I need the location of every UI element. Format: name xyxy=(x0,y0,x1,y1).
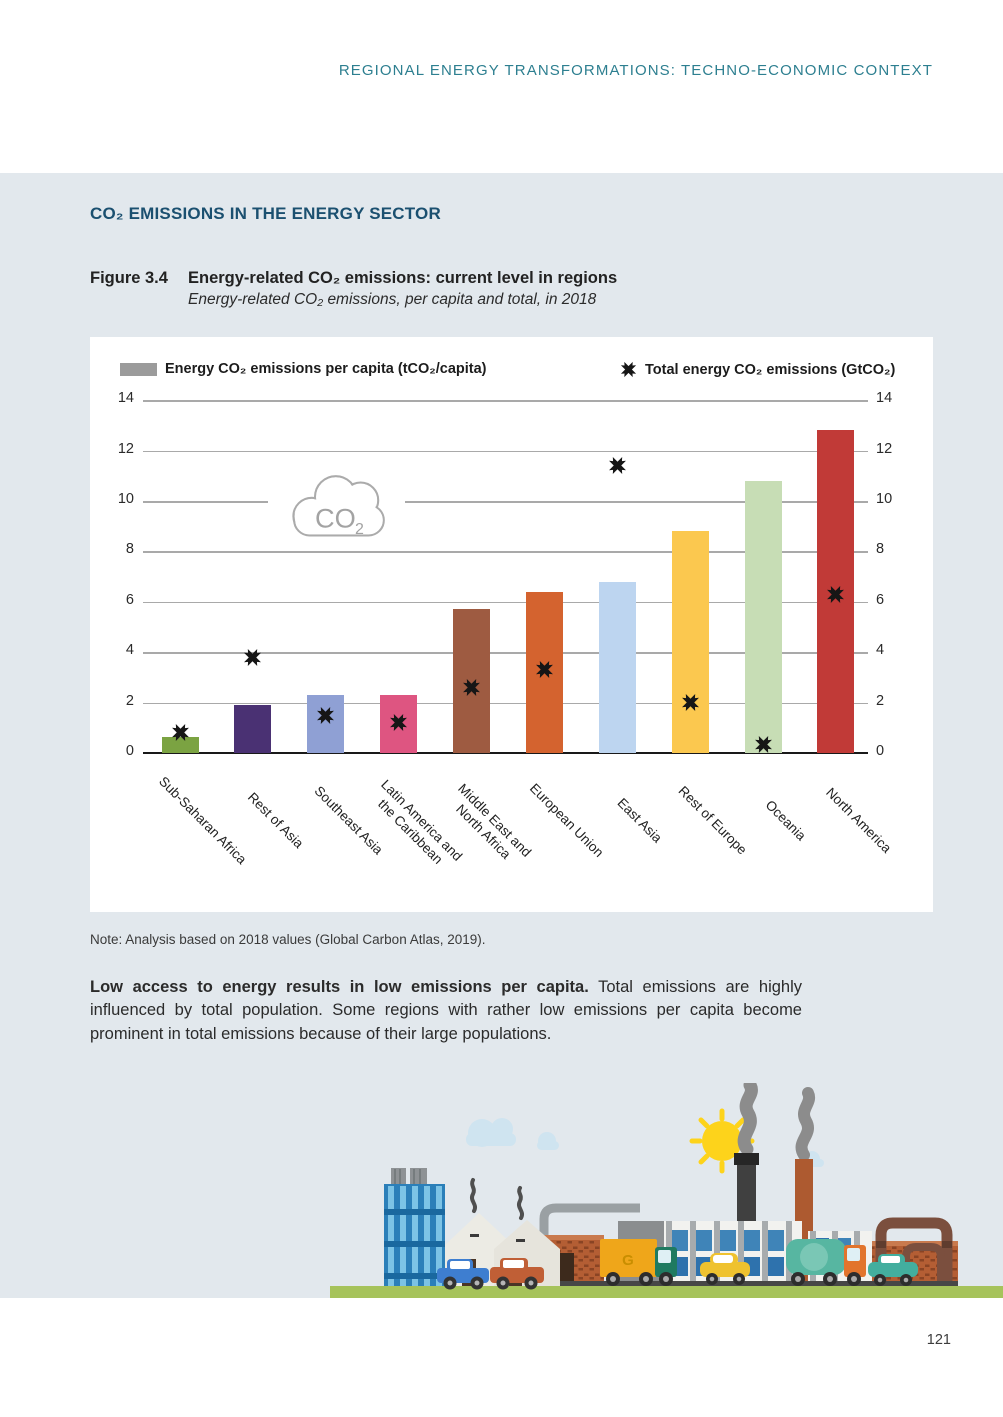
yellow-car xyxy=(700,1253,750,1285)
cloud-co2-sub: 2 xyxy=(355,521,364,538)
x-marker xyxy=(389,713,408,732)
legend-label-total: Total energy CO₂ emissions (GtCO₂) xyxy=(645,361,896,378)
bar-oceania xyxy=(744,480,782,753)
gridline xyxy=(143,702,868,705)
y-axis-tick-right: 10 xyxy=(876,491,893,507)
gridline xyxy=(143,400,868,402)
grass-strip xyxy=(330,1286,1003,1298)
y-axis-tick-left: 0 xyxy=(125,743,134,759)
x-marker xyxy=(681,693,700,712)
bar-east-asia xyxy=(598,581,636,753)
city-factory-illustration: G xyxy=(330,1083,1003,1298)
office-tower xyxy=(384,1168,445,1288)
y-axis-tick-right: 0 xyxy=(876,743,885,759)
x-marker xyxy=(754,735,773,754)
x-marker xyxy=(243,648,262,667)
figure-caption: Figure 3.4 Energy-related CO₂ emissions:… xyxy=(90,269,617,309)
figure-caption-body: Energy-related CO₂ emissions: current le… xyxy=(188,269,617,309)
x-marker-icon xyxy=(620,361,637,378)
y-axis-tick-left: 4 xyxy=(125,642,134,659)
gridline xyxy=(143,551,868,553)
figure-title: Energy-related CO₂ emissions: current le… xyxy=(188,269,618,287)
gridline xyxy=(143,652,868,654)
category-label: Rest of Europe xyxy=(675,783,750,858)
teal-car xyxy=(868,1254,918,1286)
yellow-truck: G xyxy=(600,1239,677,1286)
body-paragraph: Low access to energy results in low emis… xyxy=(90,976,802,1046)
house-smoke xyxy=(470,1178,524,1220)
category-label: European Union xyxy=(527,780,607,861)
y-axis-tick-left: 8 xyxy=(125,541,134,558)
legend-item-per-capita: Energy CO₂ emissions per capita (tCO₂/ca… xyxy=(120,361,487,377)
y-axis-tick-left: 10 xyxy=(117,491,134,507)
bar-swatch-icon xyxy=(120,362,157,376)
tank-truck xyxy=(786,1239,866,1286)
category-label: East Asia xyxy=(614,795,666,846)
x-axis-line xyxy=(143,752,868,754)
body-lead: Low access to energy results in low emis… xyxy=(90,978,589,996)
bar-rest-of-europe xyxy=(671,531,709,753)
legend-label-per-capita: Energy CO₂ emissions per capita (tCO₂/ca… xyxy=(165,361,487,377)
x-marker xyxy=(171,723,190,742)
section-title: CO₂ EMISSIONS IN THE ENERGY SECTOR xyxy=(90,204,441,223)
gridline xyxy=(143,501,268,503)
y-axis-tick-left: 12 xyxy=(117,440,134,457)
bar-southeast-asia xyxy=(307,695,345,753)
gray-pipe xyxy=(539,1203,640,1281)
y-axis-tick-right: 2 xyxy=(876,692,885,709)
category-label: Latin America and the Caribbean xyxy=(375,776,465,867)
x-marker xyxy=(316,706,335,725)
legend-item-total: Total energy CO₂ emissions (GtCO₂) xyxy=(620,361,895,378)
body-rest: Total emissions are highly influenced by… xyxy=(90,978,802,1043)
category-label: Oceania xyxy=(762,797,809,844)
bar-rest-of-asia xyxy=(234,705,272,753)
x-marker xyxy=(535,660,554,679)
content-panel: CO₂ EMISSIONS IN THE ENERGY SECTOR Figur… xyxy=(0,173,1003,1298)
bar-middle-east-and-north-africa xyxy=(453,609,491,753)
y-axis-tick-right: 4 xyxy=(876,642,885,659)
gridline xyxy=(143,450,868,453)
pipe-joints xyxy=(876,1241,952,1248)
brown-pipes xyxy=(875,1217,953,1281)
y-axis-tick-left: 6 xyxy=(125,591,134,608)
figure-subtitle: Energy-related CO₂ emissions, per capita… xyxy=(188,291,597,308)
x-marker xyxy=(608,456,627,475)
chimney-dark-cap xyxy=(734,1153,759,1165)
cloud-icons xyxy=(466,1118,824,1167)
x-marker xyxy=(826,585,845,604)
y-axis-tick-right: 8 xyxy=(876,541,885,558)
truck-logo-text: G xyxy=(622,1252,634,1269)
page-number: 121 xyxy=(926,1332,951,1348)
y-axis-tick-right: 12 xyxy=(876,440,893,457)
factory-smoke xyxy=(737,1083,816,1161)
running-header: REGIONAL ENERGY TRANSFORMATIONS: TECHNO-… xyxy=(338,62,933,79)
gridline xyxy=(405,501,868,503)
blue-car xyxy=(437,1259,489,1290)
category-label: North America xyxy=(823,784,895,856)
figure-3-4-chart: Energy CO₂ emissions per capita (tCO₂/ca… xyxy=(90,337,933,912)
orange-car xyxy=(490,1258,544,1290)
y-axis-tick-left: 14 xyxy=(117,390,134,407)
x-marker xyxy=(462,678,481,697)
category-label: Sub-Saharan Africa xyxy=(156,773,250,867)
cloud-co2-text: CO xyxy=(315,502,356,533)
gridline xyxy=(143,601,868,604)
y-axis-tick-left: 2 xyxy=(125,692,134,709)
category-label: Rest of Asia xyxy=(244,789,307,852)
y-axis-tick-right: 6 xyxy=(876,591,885,608)
co2-cloud-illustration: CO 2 xyxy=(283,465,395,549)
bar-sub-saharan-africa xyxy=(161,736,199,753)
figure-note: Note: Analysis based on 2018 values (Glo… xyxy=(90,932,486,947)
figure-label: Figure 3.4 xyxy=(90,269,168,287)
y-axis-tick-right: 14 xyxy=(876,390,893,407)
